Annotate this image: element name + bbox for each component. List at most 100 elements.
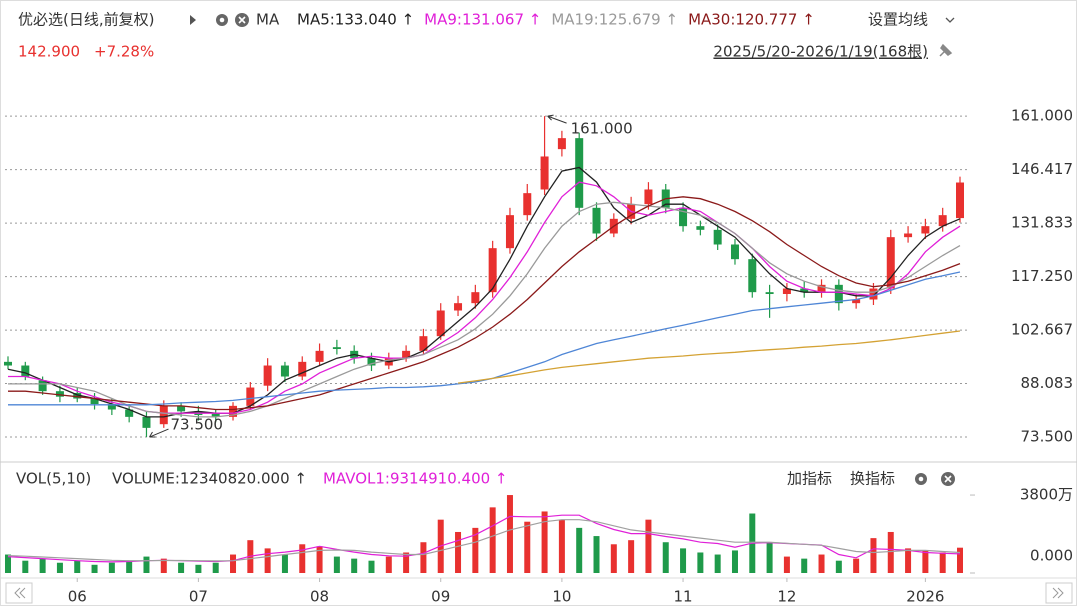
candle-body <box>298 361 307 377</box>
volume-bar <box>281 554 288 573</box>
candle-body <box>211 413 220 417</box>
candle-body <box>419 336 428 351</box>
pin-icon[interactable] <box>939 43 953 57</box>
candle-body <box>505 215 514 249</box>
x-tick-label: 09 <box>431 588 450 606</box>
candle-body <box>765 292 774 295</box>
candle-body <box>834 284 843 304</box>
volume-bar <box>818 554 825 573</box>
ma-line <box>457 330 961 384</box>
ma-line <box>8 196 961 411</box>
candle-body <box>315 350 324 362</box>
volume-bar <box>731 550 738 573</box>
annotation: 161.000 <box>571 120 633 138</box>
ma-legend: MA5:133.040 ↑ MA9:131.067 ↑ MA19:125.679 ↑… <box>297 11 815 29</box>
y-tick-label: 73.500 <box>1021 428 1074 446</box>
candle-body <box>800 288 809 293</box>
candle-body <box>575 138 584 208</box>
volume-bar <box>593 536 600 573</box>
close-icon[interactable] <box>235 13 249 27</box>
volume-bar <box>870 538 877 573</box>
volume-bar <box>5 554 11 573</box>
candle-body <box>748 259 757 293</box>
volume-bar <box>264 548 271 573</box>
volume-bar <box>403 552 410 573</box>
candle-body <box>246 387 255 406</box>
chart-title: 优必选(日线,前复权) <box>18 11 154 29</box>
volume-bar <box>230 554 237 573</box>
scroll-right[interactable] <box>1045 582 1073 604</box>
legend-entry: MA30:120.777 ↑ <box>688 11 815 29</box>
vol-close-icon[interactable] <box>941 472 955 486</box>
volume-bar <box>524 521 531 573</box>
candle-body <box>904 233 913 238</box>
volume-bar <box>126 560 133 573</box>
volume-bar <box>368 560 375 573</box>
volume-bar <box>905 548 912 573</box>
candle-body <box>159 405 168 425</box>
volume-bar <box>420 542 427 573</box>
x-tick-label: 07 <box>189 588 208 606</box>
candle-body <box>782 288 791 295</box>
volume-bar <box>108 562 115 573</box>
y-tick-label: 102.667 <box>1011 321 1073 339</box>
settings-button[interactable]: 设置均线 <box>868 11 928 29</box>
y-tick-label: 88.083 <box>1021 374 1074 392</box>
volume-ma-line <box>7 519 961 562</box>
candle-body <box>557 138 566 150</box>
vol-settings-icon[interactable] <box>915 473 927 485</box>
dropdown-icon[interactable] <box>945 17 955 23</box>
x-tick-label: 10 <box>552 588 571 606</box>
candle-body <box>107 404 116 410</box>
volume-legend: VOLUME:12340820.000 ↑ MAVOL1:9314910.400 … <box>112 470 508 488</box>
volume-title: VOL(5,10) <box>16 470 91 488</box>
volume-bar <box>22 560 29 573</box>
candle-body <box>21 365 30 377</box>
volume-bar <box>610 544 617 573</box>
annotation-arrow <box>149 428 169 438</box>
volume-bar <box>299 544 306 573</box>
candle-body <box>921 226 930 234</box>
candle-body <box>523 193 532 216</box>
candle-body <box>177 405 186 412</box>
volume-bar <box>195 564 202 573</box>
legend-entry: MA9:131.067 ↑ <box>424 11 541 29</box>
volume-bar <box>178 562 185 573</box>
volume-bar <box>91 564 98 573</box>
volume-bar <box>662 542 669 573</box>
candle-body <box>696 226 705 230</box>
volume-bar <box>385 556 392 573</box>
scroll-left[interactable] <box>5 582 33 604</box>
volume-bar <box>489 507 496 573</box>
volume-bar <box>506 495 513 573</box>
switch-indicator[interactable]: 换指标 <box>850 470 895 488</box>
volume-bar <box>56 562 63 573</box>
settings-icon[interactable] <box>216 14 228 26</box>
y-tick-label: 0.000 <box>1030 547 1073 565</box>
candle-body <box>592 207 601 234</box>
candle-body <box>125 409 134 417</box>
volume-bar <box>351 558 358 573</box>
ma-line <box>8 201 961 418</box>
volume-bar <box>766 542 773 573</box>
candle-body <box>280 365 289 377</box>
add-indicator[interactable]: 加指标 <box>787 470 832 488</box>
volume-bar <box>333 556 340 573</box>
volume-bar <box>74 560 81 573</box>
candle-body <box>730 244 739 260</box>
x-tick-label: 06 <box>68 588 87 606</box>
candle-body <box>142 416 151 428</box>
expand-icon[interactable] <box>190 15 196 25</box>
ma-line <box>7 166 961 418</box>
y-tick-label: 146.417 <box>1011 160 1073 178</box>
volume-bar <box>143 556 150 573</box>
date-range[interactable]: 2025/5/20-2026/1/19(168根) <box>713 43 928 61</box>
volume-bar <box>783 556 790 573</box>
x-tick-label: 11 <box>674 588 693 606</box>
volume-bar <box>853 558 860 573</box>
volume-bar <box>212 562 219 573</box>
volume-bar <box>801 558 808 573</box>
candle-body <box>713 229 722 245</box>
candle-body <box>90 398 99 405</box>
